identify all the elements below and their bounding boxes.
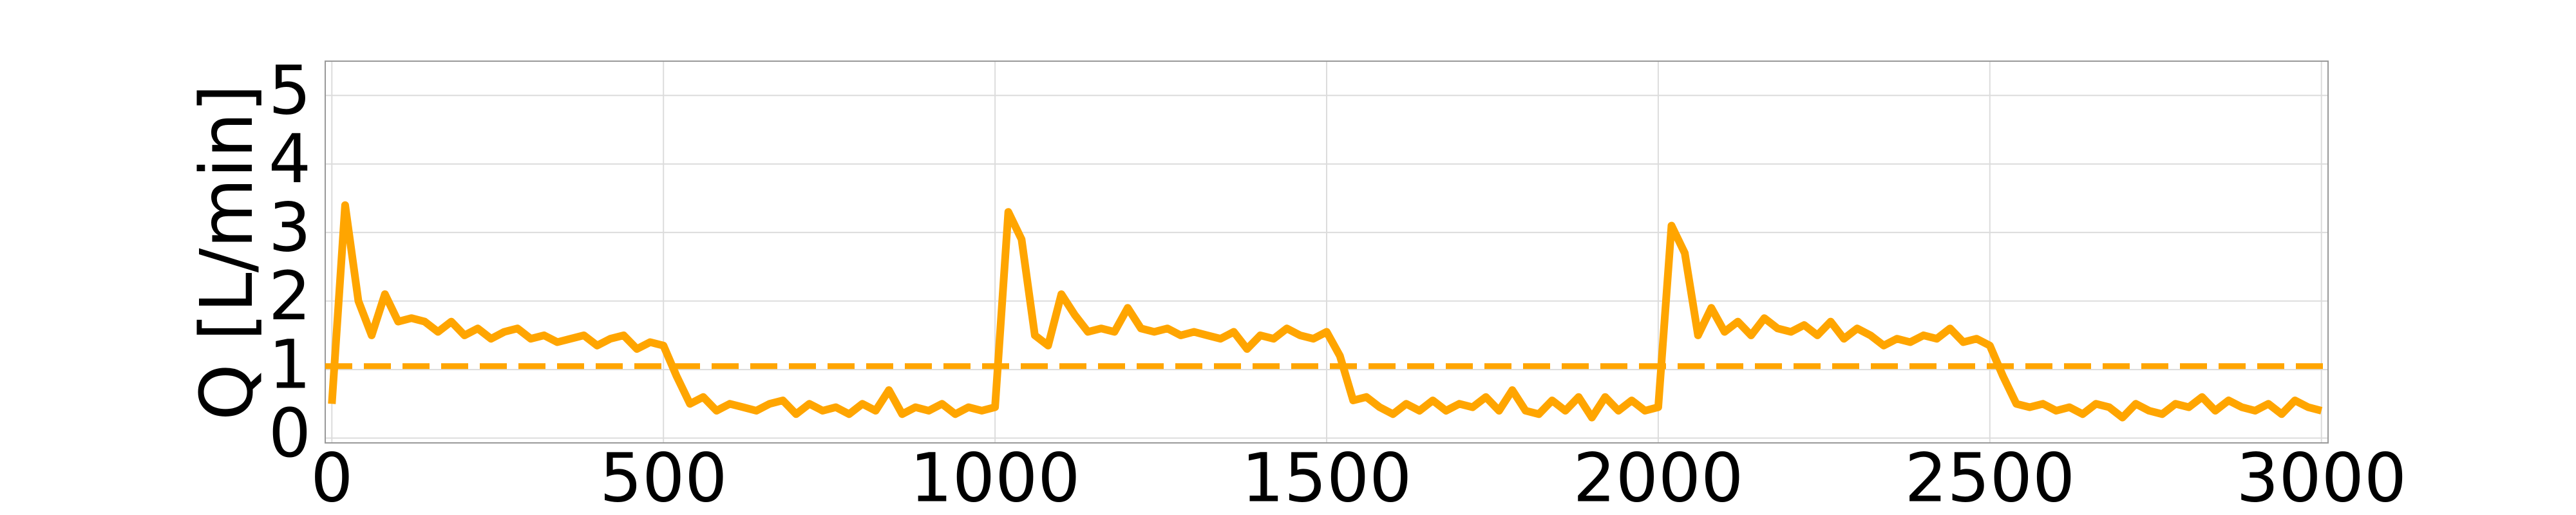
- x-tick-label: 1000: [910, 438, 1081, 515]
- data-line: [328, 201, 2323, 422]
- y-tick-label: 0: [269, 394, 311, 473]
- x-tick-label: 500: [600, 438, 728, 515]
- y-tick-label: 2: [269, 257, 311, 335]
- plot-frame: [325, 61, 2329, 444]
- x-tick-label: 2000: [1573, 438, 1744, 515]
- x-tick-label: 3000: [2236, 438, 2407, 515]
- y-tick-label: 4: [269, 120, 311, 198]
- y-tick-label: 3: [269, 188, 311, 267]
- x-tick-label: 1500: [1242, 438, 1412, 515]
- y-axis-label: Q [L/min]: [185, 84, 269, 420]
- y-tick-label: 5: [269, 52, 311, 130]
- x-tick-label: 2500: [1904, 438, 2075, 515]
- y-tick-label: 1: [269, 325, 311, 404]
- x-tick-label: 0: [310, 438, 353, 515]
